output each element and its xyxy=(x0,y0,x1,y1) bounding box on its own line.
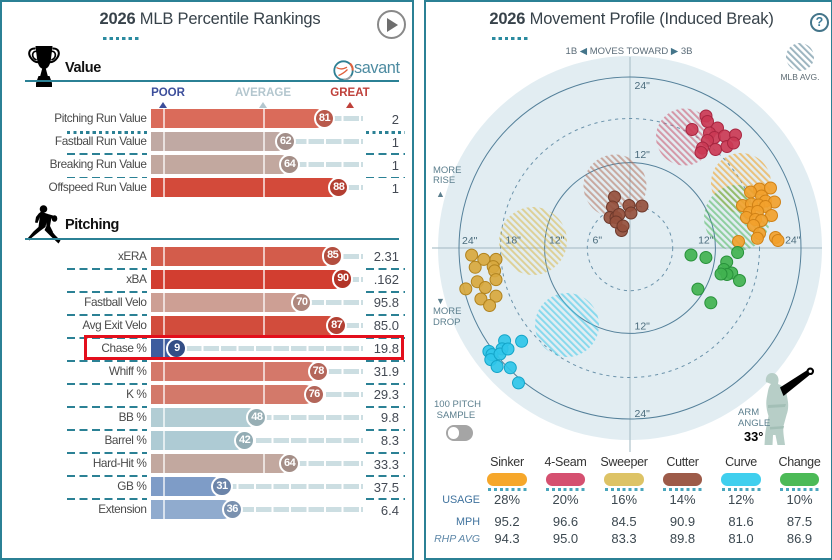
svg-text:24": 24" xyxy=(635,408,651,420)
svg-text:12": 12" xyxy=(635,321,651,333)
svg-text:24": 24" xyxy=(785,235,801,247)
svg-text:MLB AVG.: MLB AVG. xyxy=(780,72,819,82)
svg-text:12": 12" xyxy=(635,149,651,161)
svg-text:18": 18" xyxy=(506,235,522,247)
svg-text:12": 12" xyxy=(549,235,565,247)
svg-text:6": 6" xyxy=(593,235,603,247)
svg-text:24": 24" xyxy=(635,80,651,92)
svg-text:24": 24" xyxy=(462,235,478,247)
svg-text:12": 12" xyxy=(698,235,714,247)
